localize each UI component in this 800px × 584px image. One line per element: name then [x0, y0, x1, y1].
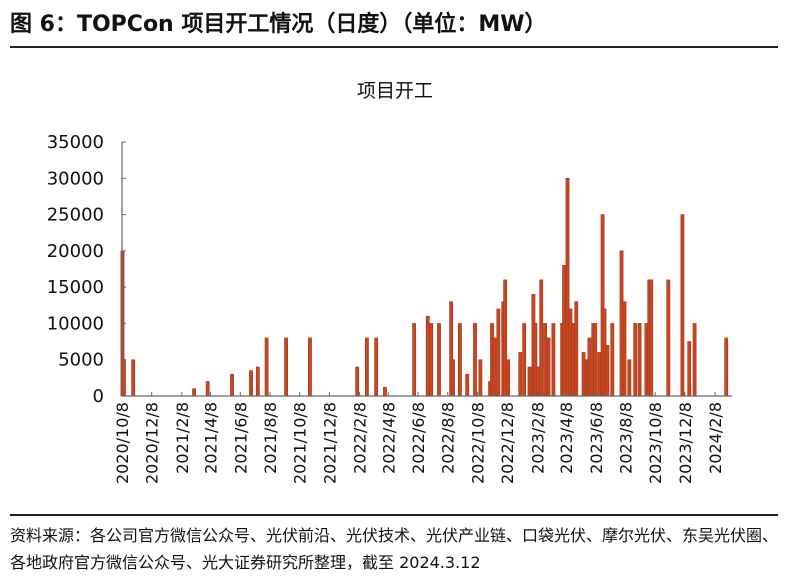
bar	[249, 370, 253, 397]
bar	[522, 323, 527, 397]
bar	[492, 337, 497, 397]
bar	[633, 323, 638, 397]
bar	[692, 323, 697, 397]
bar	[412, 323, 417, 397]
bar	[574, 301, 579, 397]
x-tick-label: 2024/2/8	[706, 402, 725, 474]
bar	[724, 337, 729, 397]
bar	[192, 388, 196, 397]
x-tick-label: 2023/8/8	[616, 402, 635, 474]
bar	[284, 337, 288, 397]
bar	[687, 341, 692, 397]
bar	[680, 214, 685, 397]
y-tick-label: 25000	[47, 205, 104, 226]
x-tick-label: 2021/8/8	[261, 402, 280, 474]
source-divider	[10, 514, 778, 516]
bar	[605, 344, 610, 397]
bar	[355, 366, 360, 397]
bar	[551, 323, 556, 397]
bar	[543, 323, 548, 397]
y-tick-label: 30000	[47, 168, 104, 189]
bar	[546, 337, 551, 397]
x-tick-label: 2020/12/8	[143, 402, 162, 484]
y-tick-label: 35000	[47, 132, 104, 153]
y-tick-label: 15000	[47, 277, 104, 298]
y-tick-label: 10000	[47, 313, 104, 334]
bar	[496, 308, 501, 397]
x-tick-label: 2020/10/8	[113, 402, 132, 484]
y-tick-label: 5000	[58, 350, 104, 371]
bar	[255, 366, 260, 397]
bar	[465, 373, 470, 397]
x-tick-label: 2022/4/8	[379, 402, 398, 474]
bar	[593, 323, 598, 397]
x-tick-label: 2022/10/8	[468, 402, 487, 484]
x-tick-label: 2021/6/8	[231, 402, 250, 474]
bar	[649, 279, 654, 397]
bar	[473, 323, 477, 397]
bar	[383, 386, 387, 397]
figure-title: 图 6：TOPCon 项目开工情况（日度）（单位：MW）	[10, 12, 547, 37]
bar	[451, 359, 455, 397]
source-note: 资料来源：各公司官方微信公众号、光伏前沿、光伏技术、光伏产业链、口袋光伏、摩尔光…	[10, 526, 779, 572]
bar	[374, 337, 379, 397]
bar	[518, 352, 523, 397]
bar	[627, 359, 632, 397]
bar	[365, 337, 369, 397]
bar	[308, 337, 312, 397]
y-tick-label: 0	[93, 386, 104, 407]
x-tick-label: 2023/10/8	[646, 402, 665, 484]
bar	[205, 381, 210, 397]
bar	[527, 366, 532, 397]
bar	[539, 279, 544, 397]
x-tick-label: 2023/12/8	[676, 402, 695, 484]
bar	[437, 323, 441, 397]
title-divider	[10, 46, 778, 48]
x-tick-label: 2021/10/8	[291, 402, 310, 484]
x-tick-label: 2023/4/8	[557, 402, 576, 474]
bar	[610, 323, 615, 397]
x-tick-label: 2023/6/8	[587, 402, 606, 474]
x-tick-label: 2021/4/8	[202, 402, 221, 474]
bar	[458, 323, 462, 397]
bar	[264, 337, 269, 397]
bar	[131, 359, 136, 397]
chart-title: 项目开工	[356, 80, 433, 102]
bar	[122, 359, 126, 397]
bar	[506, 359, 511, 397]
bar	[562, 265, 567, 397]
x-tick-label: 2021/2/8	[173, 402, 192, 474]
x-tick-label: 2022/2/8	[351, 402, 370, 474]
y-tick-label: 20000	[47, 241, 104, 262]
x-tick-label: 2021/12/8	[320, 402, 339, 484]
bar	[666, 279, 671, 397]
bar	[581, 352, 586, 397]
bar-chart: 0 5000 10000 15000 20000 25000 30000 35000 2020/…	[47, 132, 732, 484]
bar	[478, 359, 483, 397]
x-tick-label: 2022/6/8	[409, 402, 428, 474]
bar	[230, 373, 234, 397]
bar	[622, 301, 627, 397]
x-tick-label: 2023/2/8	[528, 402, 547, 474]
bar	[425, 315, 430, 397]
bar	[587, 337, 592, 397]
bar	[637, 323, 642, 397]
x-tick-label: 2022/8/8	[439, 402, 458, 474]
bar	[597, 352, 602, 397]
bar	[429, 323, 434, 397]
x-tick-label: 2022/12/8	[498, 402, 517, 484]
